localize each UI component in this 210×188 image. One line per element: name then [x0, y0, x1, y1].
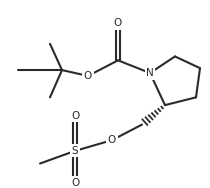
Text: O: O [108, 135, 116, 145]
Text: N: N [146, 68, 154, 78]
Text: O: O [84, 71, 92, 81]
Text: O: O [114, 18, 122, 28]
Text: O: O [71, 178, 79, 188]
Text: S: S [72, 146, 78, 156]
Text: O: O [71, 111, 79, 121]
